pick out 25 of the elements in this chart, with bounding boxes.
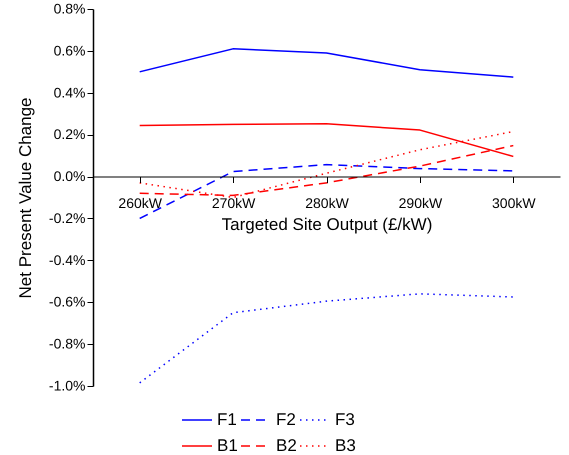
y-tick-label: -1.0% xyxy=(48,378,86,394)
x-tick-label: 300kW xyxy=(492,195,536,212)
x-axis-title: Targeted Site Output (£/kW) xyxy=(222,215,432,234)
y-tick-label: 0.2% xyxy=(54,126,86,142)
y-tick-label: -0.6% xyxy=(48,294,86,310)
y-tick-label: 0.6% xyxy=(54,42,86,58)
x-tick-label: 260kW xyxy=(118,195,163,212)
y-tick-label: -0.8% xyxy=(48,336,86,352)
y-tick-label: 0.4% xyxy=(54,84,86,100)
x-tick-label: 280kW xyxy=(305,195,350,212)
legend-label: F1 xyxy=(217,410,237,429)
legend-label: F3 xyxy=(335,410,355,429)
x-tick-label: 290kW xyxy=(398,195,443,212)
legend-label: B2 xyxy=(276,436,297,455)
x-tick-label: 270kW xyxy=(212,195,256,212)
y-tick-label: -0.4% xyxy=(48,252,86,268)
legend-label: F2 xyxy=(276,410,296,429)
y-tick-label: 0.0% xyxy=(54,168,86,184)
line-series xyxy=(138,48,514,78)
y-tick-label: -0.2% xyxy=(48,210,86,226)
legend-label: B3 xyxy=(335,436,356,455)
y-axis-title: Net Present Value Change xyxy=(16,98,35,298)
y-tick-label: 0.8% xyxy=(54,0,86,16)
line-series xyxy=(138,293,514,384)
legend-label: B1 xyxy=(217,436,238,455)
